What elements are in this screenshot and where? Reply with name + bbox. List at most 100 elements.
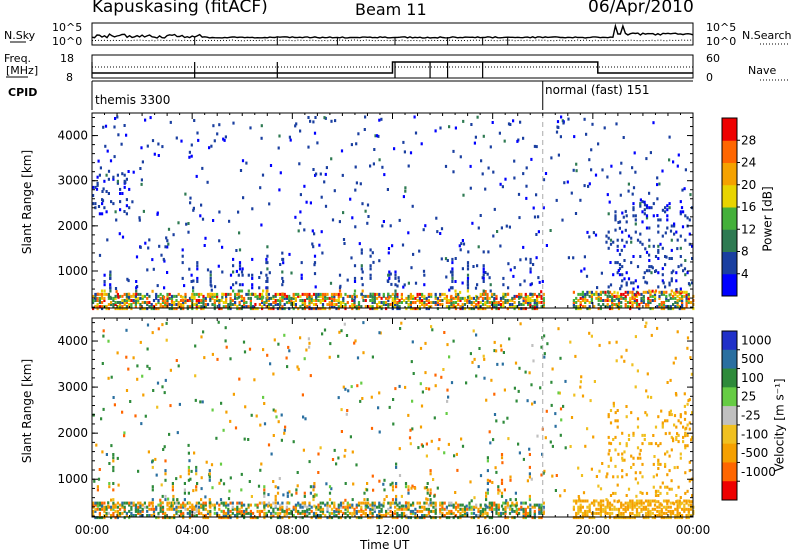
heatmap-cell xyxy=(378,331,381,335)
heatmap-cell xyxy=(306,292,309,296)
heatmap-cell xyxy=(236,511,239,515)
heatmap-cell xyxy=(208,501,211,505)
heatmap-cell xyxy=(683,267,687,271)
heatmap-cell xyxy=(490,503,494,507)
heatmap-cell xyxy=(200,504,203,508)
heatmap-cell xyxy=(279,301,282,304)
heatmap-cell xyxy=(631,503,634,507)
heatmap-cell xyxy=(130,307,133,311)
heatmap-cell xyxy=(196,261,199,265)
heatmap-cell xyxy=(639,456,642,460)
heatmap-cell xyxy=(604,516,607,520)
heatmap-cell xyxy=(124,181,127,184)
heatmap-cell xyxy=(579,385,582,389)
heatmap-cell xyxy=(578,497,581,501)
heatmap-cell xyxy=(243,305,246,309)
heatmap-cell xyxy=(635,301,639,304)
heatmap-cell xyxy=(664,432,667,436)
heatmap-cell xyxy=(542,509,545,513)
heatmap-cell xyxy=(537,215,540,219)
heatmap-cell xyxy=(238,301,241,304)
heatmap-cell xyxy=(665,305,668,309)
heatmap-cell xyxy=(656,509,659,513)
heatmap-cell xyxy=(466,264,470,268)
heatmap-cell xyxy=(98,173,101,177)
heatmap-cell xyxy=(461,305,464,309)
heatmap-cell xyxy=(645,206,649,210)
heatmap-cell xyxy=(649,501,652,505)
heatmap-cell xyxy=(319,505,322,509)
heatmap-cell xyxy=(170,303,174,306)
heatmap-cell xyxy=(607,246,610,250)
heatmap-cell xyxy=(161,509,165,513)
heatmap-cell xyxy=(376,303,379,306)
heatmap-cell xyxy=(414,516,417,520)
heatmap-cell xyxy=(679,502,682,506)
heatmap-cell xyxy=(130,505,133,509)
heatmap-cell xyxy=(312,303,316,306)
heatmap-cell xyxy=(679,456,682,460)
heatmap-cell xyxy=(604,511,607,515)
heatmap-cell xyxy=(267,299,270,302)
heatmap-cell xyxy=(183,491,186,495)
heatmap-cell xyxy=(134,414,137,418)
heatmap-cell xyxy=(414,511,417,515)
heatmap-cell xyxy=(283,307,286,311)
heatmap-cell xyxy=(94,296,97,300)
heatmap-cell xyxy=(513,509,516,513)
heatmap-cell xyxy=(161,299,165,302)
heatmap-cell xyxy=(213,511,216,515)
heatmap-cell xyxy=(528,465,531,469)
heatmap-cell xyxy=(227,514,230,517)
heatmap-cell xyxy=(369,299,372,302)
heatmap-cell xyxy=(168,516,171,520)
heatmap-cell xyxy=(187,472,190,476)
heatmap-cell xyxy=(445,299,448,302)
heatmap-cell xyxy=(130,305,133,309)
heatmap-cell xyxy=(675,230,678,234)
heatmap-cell xyxy=(504,516,507,520)
heatmap-cell xyxy=(664,231,667,235)
x-tick-label: 00:00 xyxy=(75,523,110,537)
heatmap-cell xyxy=(567,117,570,121)
heatmap-cell xyxy=(128,516,131,520)
heatmap-cell xyxy=(664,206,667,210)
heatmap-cell xyxy=(489,283,492,287)
heatmap-cell xyxy=(213,505,216,509)
heatmap-cell xyxy=(504,299,507,302)
heatmap-cell xyxy=(454,491,457,494)
heatmap-cell xyxy=(297,511,300,515)
heatmap-cell xyxy=(515,511,518,515)
heatmap-cell xyxy=(369,305,372,309)
heatmap-cell xyxy=(134,301,137,304)
heatmap-cell xyxy=(484,292,487,296)
heatmap-cell xyxy=(301,303,304,306)
heatmap-cell xyxy=(687,301,690,304)
heatmap-cell xyxy=(427,514,430,517)
heatmap-cell xyxy=(477,245,480,249)
heatmap-cell xyxy=(409,428,412,432)
heatmap-cell xyxy=(662,290,666,294)
heatmap-cell xyxy=(685,499,688,503)
heatmap-cell xyxy=(597,503,600,507)
heatmap-cell xyxy=(613,303,616,306)
heatmap-cell xyxy=(321,251,324,255)
heatmap-cell xyxy=(593,511,596,515)
heatmap-cell xyxy=(92,202,95,206)
heatmap-cell xyxy=(312,488,315,492)
heatmap-cell xyxy=(182,516,185,520)
heatmap-cell xyxy=(477,365,480,369)
heatmap-cell xyxy=(105,292,108,296)
heatmap-cell xyxy=(290,271,293,275)
heatmap-cell xyxy=(204,305,207,309)
heatmap-cell xyxy=(407,413,410,417)
heatmap-cell xyxy=(260,223,263,227)
heatmap-cell xyxy=(187,469,190,473)
heatmap-cell xyxy=(683,503,686,507)
heatmap-cell xyxy=(371,305,374,309)
heatmap-cell xyxy=(672,269,675,273)
heatmap-cell xyxy=(123,299,126,302)
heatmap-cell xyxy=(522,299,525,302)
heatmap-cell xyxy=(166,294,169,298)
heatmap-cell xyxy=(241,159,245,163)
